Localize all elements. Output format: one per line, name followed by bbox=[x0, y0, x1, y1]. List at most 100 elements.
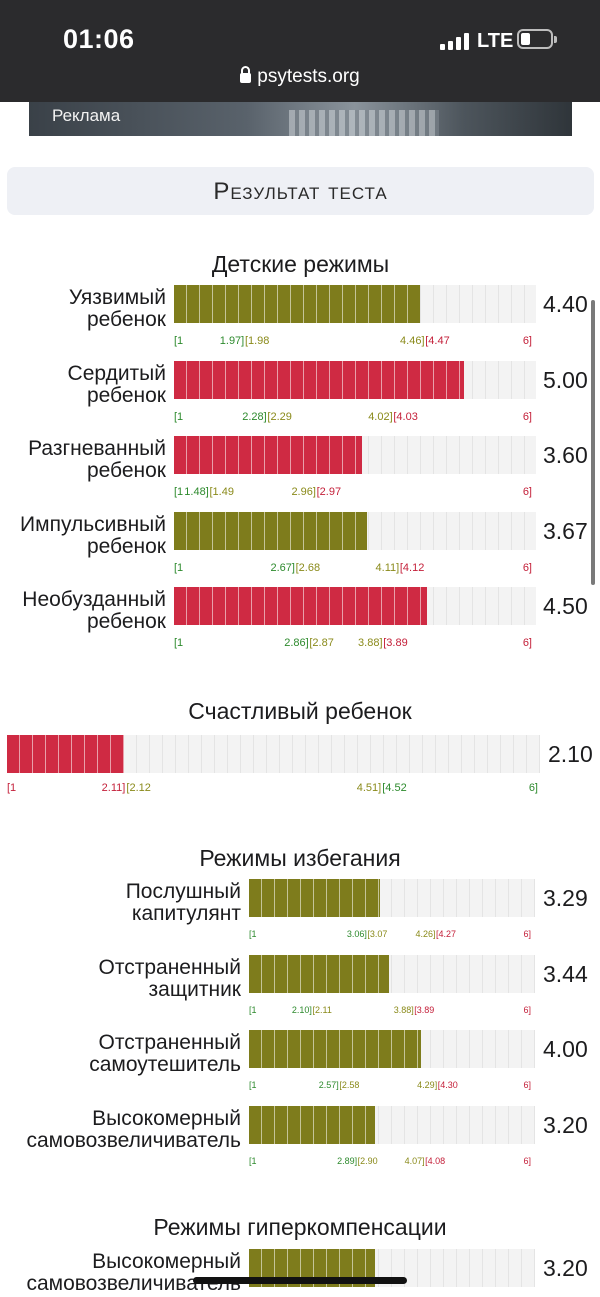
score-value: 5.00 bbox=[543, 366, 588, 393]
mode-label: Послушный капитулянт bbox=[0, 881, 241, 925]
score-bar-track bbox=[174, 436, 536, 474]
scale-label: 6] bbox=[523, 1155, 531, 1166]
scale-label: 2.89] bbox=[337, 1155, 358, 1166]
score-value: 3.20 bbox=[543, 1255, 588, 1281]
scale-label: [2.87 bbox=[309, 637, 334, 649]
score-scale: [1 1.97] [1.98 4.46] [4.47 6] bbox=[174, 335, 536, 349]
scale-label: [4.12 bbox=[399, 561, 425, 574]
network-type: LTE bbox=[477, 30, 514, 52]
url-text: psytests.org bbox=[257, 66, 360, 87]
score-value: 4.50 bbox=[543, 593, 588, 619]
mode-label: Уязвимый ребенок bbox=[0, 287, 166, 331]
score-bar-fill bbox=[7, 735, 125, 773]
ad-banner[interactable]: Реклама bbox=[29, 102, 572, 136]
scale-label: 1.97] bbox=[219, 335, 245, 347]
cellular-signal-icon bbox=[440, 32, 470, 50]
scale-label: 4.11] bbox=[375, 561, 400, 574]
scale-label: 6] bbox=[522, 335, 532, 347]
mode-label-line-2: самоутешитель bbox=[89, 1053, 241, 1076]
mode-label: Высокомерный самовозвеличиватель bbox=[0, 1106, 241, 1152]
scrollbar[interactable] bbox=[591, 300, 595, 585]
score-bar-track bbox=[174, 511, 536, 550]
score-scale: [1 2.28] [2.29 4.02] [4.03 6] bbox=[174, 411, 536, 425]
mode-label: Отстраненный защитник bbox=[0, 955, 242, 1001]
scale-label: 6] bbox=[523, 1004, 531, 1015]
scale-label: [2.11 bbox=[312, 1004, 332, 1015]
score-bar-fill bbox=[249, 1105, 375, 1144]
mode-label-line-1: Отстраненный bbox=[98, 955, 242, 979]
mode-label-line-2: защитник bbox=[148, 977, 241, 1001]
score-scale: [1 2.86] [2.87 3.88] [3.89 6] bbox=[174, 637, 536, 651]
scale-label: 6] bbox=[522, 486, 532, 498]
mode-label-line-1: Уязвимый bbox=[68, 286, 166, 309]
scale-label: [1.98 bbox=[244, 335, 270, 347]
mode-label-line-2: ребенок bbox=[86, 534, 166, 558]
status-bar: 01:06 LTE psytests.org bbox=[0, 0, 600, 102]
scale-label: 2.10] bbox=[291, 1004, 312, 1015]
scale-label: 6] bbox=[522, 561, 532, 574]
scale-label: [2.29 bbox=[267, 410, 292, 423]
scale-label: [3.07 bbox=[367, 929, 388, 939]
section-title-hypercompensation-modes: Режимы гиперкомпенсации bbox=[153, 1214, 447, 1240]
mode-label-line-2: самовозвеличиватель bbox=[26, 1128, 241, 1152]
score-value: 3.67 bbox=[543, 517, 588, 544]
scale-label: 2.67] bbox=[270, 561, 295, 574]
section-title-happy-child: Счастливый ребенок bbox=[188, 698, 412, 724]
mode-label-line-2: капитулянт bbox=[131, 902, 241, 925]
scale-label: [1 bbox=[174, 486, 184, 498]
scale-label: [1.49 bbox=[209, 486, 234, 498]
clock: 01:06 bbox=[63, 24, 135, 54]
battery-icon bbox=[517, 29, 557, 49]
mode-label: Необузданный ребенок bbox=[0, 589, 166, 633]
mode-label-line-1: Необузданный bbox=[22, 588, 166, 611]
mode-label: Высокомерный самовозвеличиватель bbox=[0, 1251, 241, 1295]
score-scale: [1 2.11] [2.12 4.51] [4.52 6] bbox=[7, 782, 540, 796]
score-bar-track bbox=[174, 360, 536, 399]
score-bar-fill bbox=[174, 360, 464, 399]
mode-label: Разгневанный ребенок bbox=[0, 438, 166, 482]
scale-label: 6] bbox=[522, 637, 532, 649]
scale-label: [4.52 bbox=[382, 782, 407, 794]
score-scale: [1 1.48] [1.49 2.96] [2.97 6] bbox=[174, 486, 536, 500]
score-scale: [1 2.89] [2.90 4.07] [4.08 6] bbox=[249, 1156, 535, 1170]
scale-label: [1 bbox=[7, 782, 17, 794]
scale-label: [3.89 bbox=[414, 1004, 435, 1015]
scale-label: [2.97 bbox=[316, 486, 342, 498]
mode-label-line-2: ребенок bbox=[86, 610, 166, 633]
scale-label: 3.88] bbox=[358, 637, 383, 649]
score-scale: [1 2.10] [2.11 3.88] [3.89 6] bbox=[249, 1005, 535, 1019]
scale-label: 6] bbox=[528, 782, 538, 794]
result-title: Результат теста bbox=[7, 167, 594, 215]
scale-label: 4.46] bbox=[400, 335, 425, 347]
mode-label-line-1: Высокомерный bbox=[92, 1106, 241, 1130]
scale-label: 4.51] bbox=[356, 782, 382, 794]
address-bar[interactable]: psytests.org bbox=[0, 66, 600, 88]
scale-label: [4.47 bbox=[425, 335, 450, 347]
scale-label: [2.90 bbox=[357, 1155, 378, 1166]
ad-image bbox=[289, 110, 439, 136]
section-title-avoidance-modes: Режимы избегания bbox=[199, 845, 401, 871]
scale-label: 1.48] bbox=[184, 486, 209, 498]
mode-label: Отстраненный самоутешитель bbox=[0, 1032, 241, 1076]
score-bar-fill bbox=[249, 1030, 421, 1068]
mode-label-line-1: Отстраненный bbox=[98, 1031, 242, 1054]
scale-label: [1 bbox=[249, 1080, 257, 1090]
scale-label: [1 bbox=[174, 637, 184, 649]
scale-label: [4.08 bbox=[425, 1155, 446, 1166]
scale-label: [1 bbox=[249, 929, 257, 939]
scale-label: 3.88] bbox=[393, 1004, 414, 1015]
scale-label: [1 bbox=[174, 561, 184, 574]
score-value: 3.60 bbox=[543, 442, 588, 468]
scale-label: [1 bbox=[249, 1004, 257, 1015]
score-bar-track bbox=[174, 285, 536, 323]
score-scale: [1 3.06] [3.07 4.26] [4.27 6] bbox=[249, 929, 535, 943]
mode-label-line-2: ребенок bbox=[86, 308, 166, 331]
scale-label: [2.12 bbox=[126, 782, 151, 794]
score-bar-track bbox=[249, 1030, 535, 1068]
scale-label: 2.11] bbox=[101, 782, 126, 794]
score-value: 3.20 bbox=[543, 1111, 588, 1138]
scale-label: 2.86] bbox=[284, 637, 309, 649]
score-bar-track bbox=[249, 1105, 535, 1144]
score-value: 3.29 bbox=[543, 885, 588, 911]
mode-label-line-1: Сердитый bbox=[67, 361, 166, 385]
